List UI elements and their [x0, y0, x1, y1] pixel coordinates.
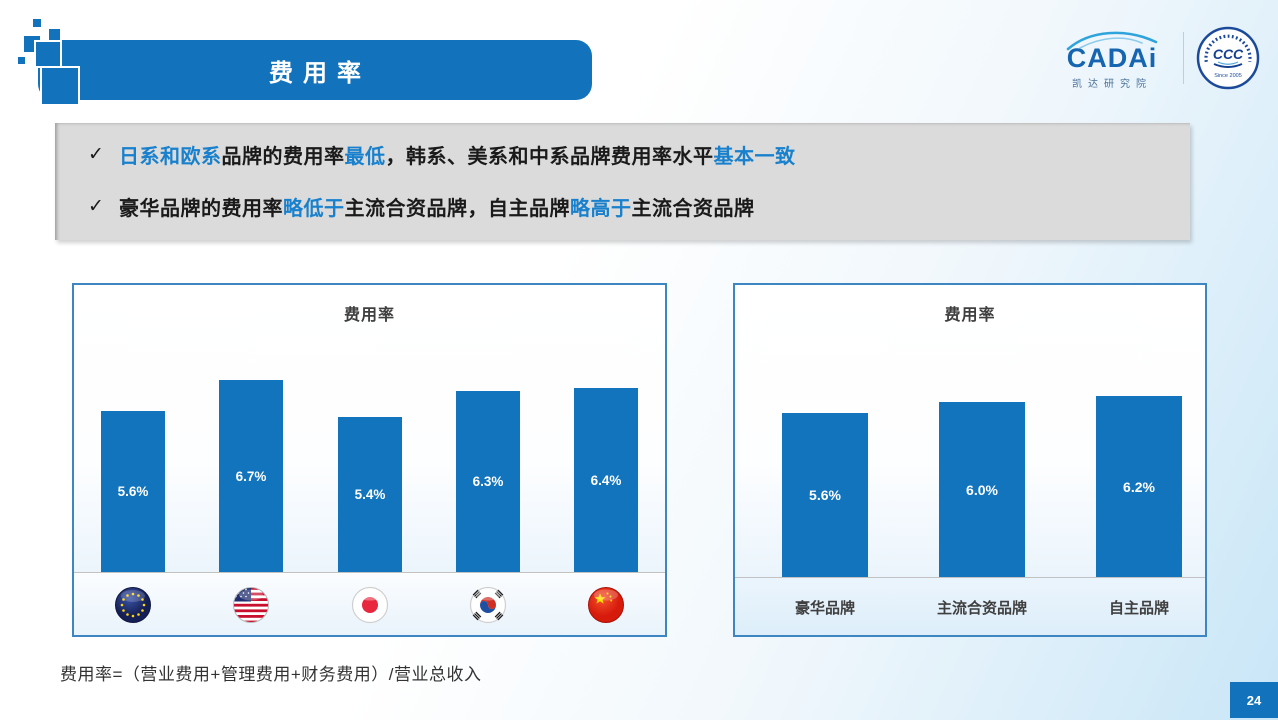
page-number-badge: 24	[1230, 682, 1278, 718]
plot-area: 5.6% 6.0% 6.2%	[735, 285, 1205, 577]
text-segment: 豪华品牌的费用率	[119, 198, 283, 220]
checkmark-icon: ✓	[88, 144, 104, 165]
emblem-since-text: Since 2005	[1214, 73, 1242, 79]
text-segment: 基本一致	[713, 146, 796, 168]
bar-value-label: 6.7%	[235, 468, 267, 484]
eu-flag-icon	[114, 586, 152, 624]
logo-divider	[1183, 32, 1184, 84]
page-title: 费用率	[269, 59, 371, 87]
bar-value-label: 5.6%	[117, 484, 149, 499]
bar-value-label: 6.2%	[1123, 478, 1155, 495]
flag-strip	[74, 573, 665, 635]
svg-text:CCC: CCC	[1213, 46, 1244, 62]
bar-value-label: 6.4%	[590, 472, 622, 488]
text-segment: 主流合资品牌	[631, 198, 755, 220]
callout-text: 豪华品牌的费用率略低于主流合资品牌，自主品牌略高于主流合资品牌	[119, 192, 755, 221]
deco-square	[33, 19, 41, 27]
category-label: 自主品牌	[1108, 600, 1169, 617]
car-swoosh-icon	[1066, 31, 1158, 50]
chart-title: 费用率	[944, 307, 996, 324]
cadai-wordmark: CADAi	[1066, 42, 1158, 73]
bar-value-label: 6.3%	[472, 474, 504, 489]
callout-item: ✓ 日系和欧系品牌的费用率最低，韩系、美系和中系品牌费用率水平基本一致	[73, 140, 1162, 169]
cadai-logo: CADAi 凯达研究院	[1053, 27, 1171, 90]
deco-square	[34, 40, 62, 68]
bar: 6.3%	[456, 391, 520, 572]
text-segment: 略高于	[570, 198, 632, 220]
china-flag-icon	[587, 586, 625, 624]
bar: 5.4%	[338, 417, 402, 572]
text-segment: 最低	[344, 146, 386, 168]
category-label: 主流合资品牌	[936, 600, 1027, 617]
callout-item: ✓ 豪华品牌的费用率略低于主流合资品牌，自主品牌略高于主流合资品牌	[73, 192, 1162, 221]
chart-expense-ratio-by-origin: 费用率 5.6% 6.7% 5.4% 6.3% 6.4%	[72, 283, 667, 637]
korea-flag-icon	[469, 586, 507, 624]
bar: 6.2%	[1096, 396, 1182, 577]
text-segment: ，韩系、美系和中系品牌费用率水平	[385, 146, 714, 168]
bar-value-label: 5.6%	[809, 487, 841, 503]
japan-flag-icon	[351, 586, 389, 624]
checkmark-icon: ✓	[88, 196, 104, 217]
deco-square	[40, 66, 80, 106]
usa-flag-icon	[232, 586, 270, 624]
bar: 5.6%	[101, 411, 165, 572]
deco-square	[18, 57, 25, 64]
chart-title: 费用率	[343, 307, 395, 324]
bar: 6.0%	[939, 402, 1025, 577]
bar: 6.4%	[574, 388, 638, 572]
callout-text: 日系和欧系品牌的费用率最低，韩系、美系和中系品牌费用率水平基本一致	[119, 140, 796, 169]
category-label: 豪华品牌	[794, 600, 855, 617]
chart-expense-ratio-by-brand-type: 费用率 5.6% 6.0% 6.2% 豪华品牌 主流合资品牌 自主品牌	[733, 283, 1207, 637]
bar: 6.7%	[219, 380, 283, 572]
text-segment: 主流合资品牌，自主品牌	[344, 198, 570, 220]
text-segment: 日系和欧系	[119, 146, 222, 168]
cadai-subtitle: 凯达研究院	[1072, 78, 1152, 90]
plot-area: 5.6% 6.7% 5.4% 6.3% 6.4%	[74, 285, 665, 572]
x-axis-line	[735, 577, 1205, 578]
footnote: 费用率=（营业费用+管理费用+财务费用）/营业总收入	[60, 665, 482, 684]
text-segment: 品牌的费用率	[221, 146, 345, 168]
bar-value-label: 5.4%	[354, 487, 386, 502]
summary-box: ✓ 日系和欧系品牌的费用率最低，韩系、美系和中系品牌费用率水平基本一致 ✓ 豪华品牌的…	[55, 123, 1190, 240]
text-segment: 略低于	[283, 198, 345, 220]
bar-value-label: 6.0%	[966, 481, 998, 498]
x-axis-line	[74, 572, 665, 573]
bar: 5.6%	[782, 413, 868, 577]
logo-area: CADAi 凯达研究院 CCC Since 2005	[1053, 26, 1260, 90]
emblem-badge-icon: CCC Since 2005	[1196, 26, 1260, 90]
page-title-banner: 费用率	[38, 40, 592, 100]
